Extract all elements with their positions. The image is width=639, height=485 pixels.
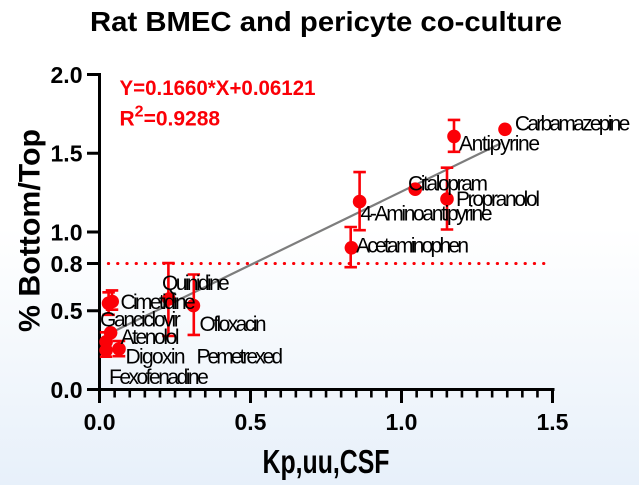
svg-text:% Bottom/Top: % Bottom/Top (14, 129, 47, 332)
svg-text:R2=0.9288: R2=0.9288 (120, 103, 221, 130)
svg-text:Ganciclovir: Ganciclovir (100, 309, 181, 332)
svg-text:Antipyrine: Antipyrine (459, 132, 540, 155)
svg-text:4-Aminoantipyrine: 4-Aminoantipyrine (361, 203, 493, 226)
svg-text:2.0: 2.0 (51, 62, 83, 88)
svg-text:Citalopram: Citalopram (408, 172, 488, 195)
svg-text:Acetaminophen: Acetaminophen (356, 235, 469, 258)
svg-text:Quinidine: Quinidine (162, 272, 230, 295)
svg-text:0.8: 0.8 (51, 251, 83, 277)
svg-text:1.5: 1.5 (51, 141, 83, 167)
svg-text:Kp,uu,CSF: Kp,uu,CSF (263, 443, 390, 480)
svg-text:Fexofenadine: Fexofenadine (109, 366, 209, 389)
svg-text:Carbamazepine: Carbamazepine (515, 113, 630, 136)
svg-text:1.5: 1.5 (537, 409, 569, 435)
svg-text:Propranolol: Propranolol (456, 188, 540, 211)
svg-text:0.0: 0.0 (51, 377, 83, 403)
svg-text:Pemetrexed: Pemetrexed (197, 346, 284, 369)
svg-text:Ofloxacin: Ofloxacin (200, 313, 267, 336)
svg-text:0.5: 0.5 (51, 298, 83, 324)
svg-text:1.0: 1.0 (386, 409, 418, 435)
svg-text:1.0: 1.0 (51, 219, 83, 245)
svg-text:Atenolol: Atenolol (121, 326, 180, 349)
svg-text:0.5: 0.5 (235, 409, 267, 435)
svg-text:Digoxin: Digoxin (126, 346, 186, 369)
svg-text:0.0: 0.0 (84, 409, 116, 435)
svg-text:Rat BMEC and pericyte co-cultu: Rat BMEC and pericyte co-culture (90, 6, 562, 37)
svg-text:Y=0.1660*X+0.06121: Y=0.1660*X+0.06121 (120, 77, 316, 100)
svg-text:Cimetidine: Cimetidine (121, 291, 196, 314)
